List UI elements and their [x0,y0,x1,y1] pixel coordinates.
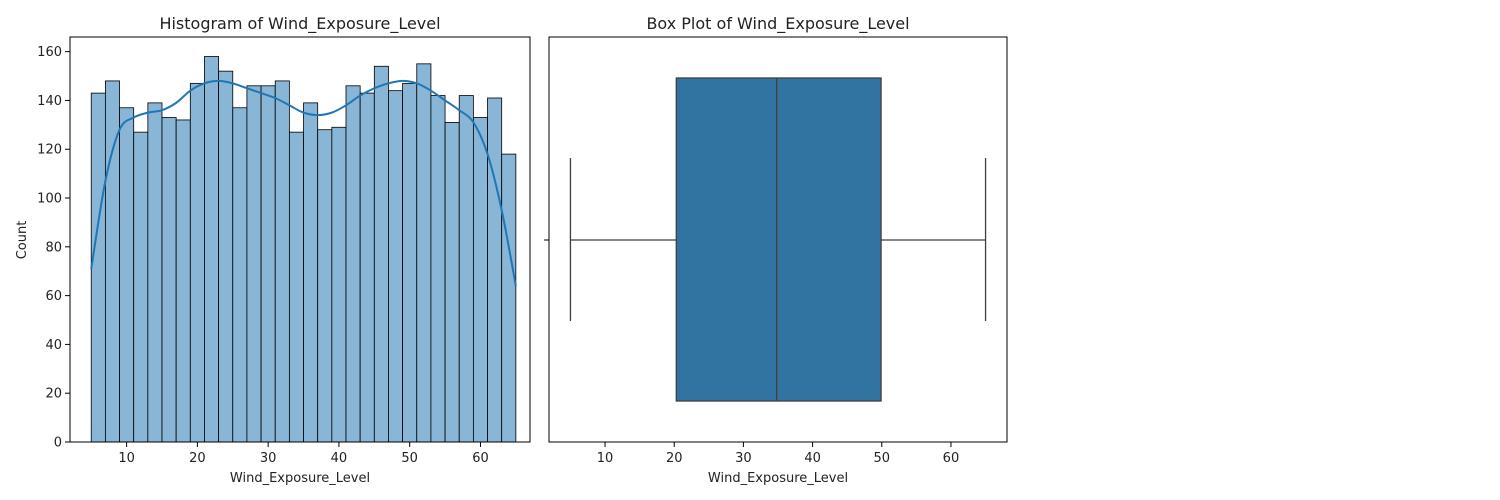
boxplot-panel: Box Plot of Wind_Exposure_Level 10 20 30 40… [544,14,1008,486]
histogram-panel: Histogram of Wind_Exposure_Level 10 20 30 4… [15,14,531,486]
histogram-bar [260,85,276,443]
histogram-x-tick-label: 50 [401,451,418,466]
histogram-bar [430,95,446,443]
histogram-bar [359,92,375,443]
histogram-bar [303,102,319,443]
boxplot-x-tick-label: 30 [735,451,752,466]
histogram-bars [90,56,517,443]
boxplot-x-tick-label: 50 [874,451,891,466]
boxplot-x-tick-label: 60 [943,451,960,466]
histogram-y-tick-label: 100 [37,192,62,207]
histogram-bar [218,70,234,443]
histogram-y-ticks: 0 20 40 60 80 100 120 140 160 [37,45,70,451]
boxplot-x-tick-label: 40 [804,451,821,466]
histogram-bar [232,107,248,443]
histogram-bar [331,126,347,443]
histogram-bar [161,117,177,443]
histogram-bar [458,95,474,443]
histogram-title: Histogram of Wind_Exposure_Level [159,14,440,34]
boxplot-x-axis-label: Wind_Exposure_Level [708,471,848,486]
boxplot-x-tick-label: 20 [666,451,683,466]
histogram-bar [189,82,205,443]
histogram-bar [345,85,361,443]
histogram-bar [175,119,191,443]
boxplot-x-tick-label: 10 [597,451,614,466]
histogram-bar [388,90,404,443]
histogram-y-tick-label: 80 [45,240,62,255]
boxplot-title: Box Plot of Wind_Exposure_Level [646,14,909,34]
histogram-bar [416,63,432,443]
histogram-x-tick-label: 40 [331,451,348,466]
histogram-x-tick-label: 20 [189,451,206,466]
histogram-bar [472,117,488,443]
histogram-bar [373,65,389,443]
histogram-frame [69,36,531,443]
histogram-y-tick-label: 120 [37,143,62,158]
histogram-bar [487,97,503,443]
histogram-x-ticks: 10 20 30 40 50 60 [118,442,489,466]
histogram-bar [444,121,460,443]
histogram-y-tick-label: 160 [37,45,62,60]
histogram-y-tick-label: 0 [54,436,62,451]
histogram-x-tick-label: 30 [260,451,277,466]
histogram-bar [90,92,106,443]
histogram-y-tick-label: 20 [45,387,62,402]
histogram-bar [317,129,333,443]
histogram-bar [274,80,290,443]
histogram-bar [402,82,418,443]
histogram-bar [133,131,149,443]
histogram-y-tick-label: 140 [37,94,62,109]
histogram-x-axis-label: Wind_Exposure_Level [230,471,370,486]
histogram-x-tick-label: 10 [118,451,135,466]
histogram-bar [501,153,517,443]
histogram-y-tick-label: 40 [45,338,62,353]
boxplot-box [675,77,882,402]
histogram-bar [204,56,220,443]
histogram-bar [246,85,262,443]
boxplot-elements [569,77,987,402]
histogram-bar [147,102,163,443]
histogram-y-axis-label: Count [15,221,30,260]
boxplot-x-ticks: 10 20 30 40 50 60 [597,442,959,466]
histogram-kde-line [90,79,517,287]
histogram-y-tick-label: 60 [45,289,62,304]
histogram-bar [119,107,135,443]
histogram-x-tick-label: 60 [472,451,489,466]
histogram-bar [288,131,304,443]
